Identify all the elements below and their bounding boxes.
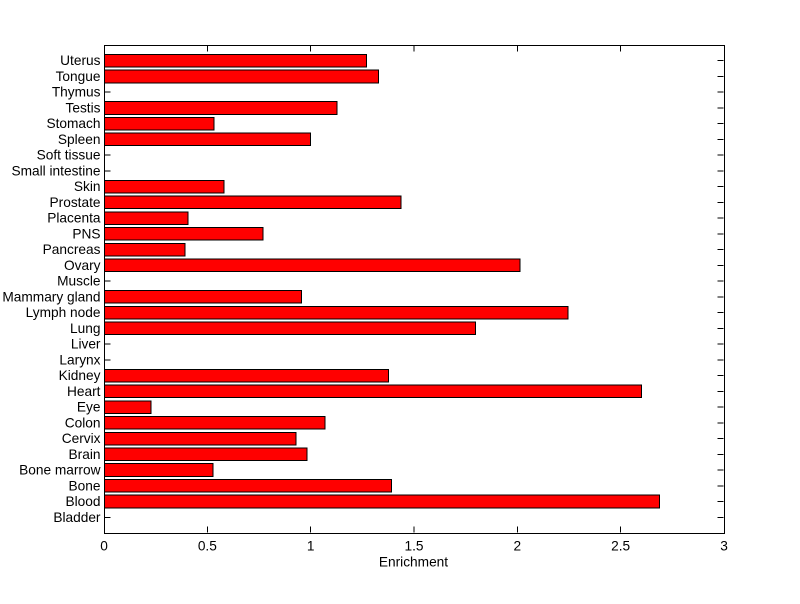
svg-text:Eye: Eye	[77, 400, 101, 415]
svg-text:Pancreas: Pancreas	[43, 242, 101, 257]
svg-text:3: 3	[720, 539, 728, 554]
svg-text:Enrichment: Enrichment	[379, 555, 448, 570]
svg-text:Kidney: Kidney	[59, 368, 101, 383]
svg-text:Cervix: Cervix	[62, 431, 101, 446]
svg-text:Ovary: Ovary	[64, 258, 101, 273]
svg-text:Tongue: Tongue	[56, 69, 101, 84]
svg-text:Thymus: Thymus	[52, 85, 101, 100]
svg-text:Small intestine: Small intestine	[11, 163, 100, 178]
svg-text:Lung: Lung	[70, 321, 100, 336]
svg-text:1.5: 1.5	[404, 539, 423, 554]
svg-text:2: 2	[514, 539, 522, 554]
svg-text:Soft tissue: Soft tissue	[37, 148, 101, 163]
svg-text:Bone marrow: Bone marrow	[19, 463, 101, 478]
svg-text:PNS: PNS	[72, 226, 100, 241]
svg-text:2.5: 2.5	[611, 539, 630, 554]
svg-text:0: 0	[100, 539, 108, 554]
svg-text:Uterus: Uterus	[60, 53, 100, 68]
svg-text:Placenta: Placenta	[47, 211, 101, 226]
svg-text:Mammary gland: Mammary gland	[2, 289, 100, 304]
svg-text:Heart: Heart	[67, 384, 101, 399]
svg-text:Prostate: Prostate	[50, 195, 101, 210]
svg-text:Stomach: Stomach	[46, 116, 100, 131]
svg-text:Brain: Brain	[69, 447, 101, 462]
svg-text:Colon: Colon	[65, 415, 101, 430]
svg-text:Lymph node: Lymph node	[26, 305, 101, 320]
svg-text:Blood: Blood	[65, 494, 100, 509]
svg-text:Liver: Liver	[71, 337, 101, 352]
svg-text:Muscle: Muscle	[57, 274, 100, 289]
svg-text:Testis: Testis	[66, 100, 101, 115]
svg-text:Skin: Skin	[74, 179, 101, 194]
svg-text:1: 1	[307, 539, 315, 554]
svg-text:Larynx: Larynx	[59, 352, 100, 367]
svg-text:0.5: 0.5	[198, 539, 217, 554]
svg-text:Spleen: Spleen	[58, 132, 101, 147]
svg-text:Bladder: Bladder	[53, 510, 101, 525]
svg-text:Bone: Bone	[69, 478, 101, 493]
